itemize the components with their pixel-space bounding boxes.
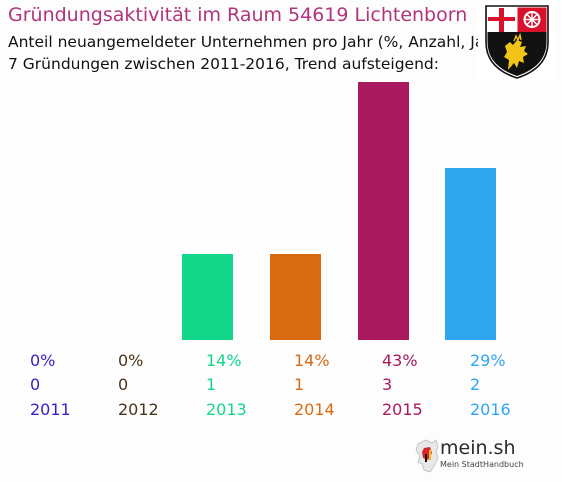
count-label-2013: 1 — [206, 375, 216, 394]
percent-label-2015: 43% — [382, 351, 418, 370]
percent-label-2016: 29% — [470, 351, 506, 370]
percent-label-2013: 14% — [206, 351, 242, 370]
chart-subtitle-summary: 7 Gründungen zwischen 2011-2016, Trend a… — [8, 55, 439, 73]
percent-label-2014: 14% — [294, 351, 330, 370]
page-title: Gründungsaktivität im Raum 54619 Lichten… — [8, 4, 468, 26]
year-label-2013: 2013 — [206, 400, 247, 419]
count-label-2011: 0 — [30, 375, 40, 394]
count-label-2014: 1 — [294, 375, 304, 394]
mein-sh-logo-icon — [415, 439, 439, 473]
percent-label-2012: 0% — [118, 351, 143, 370]
bar-2015 — [358, 82, 409, 340]
year-label-2011: 2011 — [30, 400, 71, 419]
bar-2014 — [270, 254, 321, 340]
bar-2013 — [182, 254, 233, 340]
year-label-2014: 2014 — [294, 400, 335, 419]
count-label-2016: 2 — [470, 375, 480, 394]
chart-subtitle-description: Anteil neuangemeldeter Unternehmen pro J… — [8, 33, 507, 51]
bar-2016 — [445, 168, 496, 340]
year-label-2015: 2015 — [382, 400, 423, 419]
count-label-2012: 0 — [118, 375, 128, 394]
year-label-2016: 2016 — [470, 400, 511, 419]
logo-name: mein.sh — [440, 437, 516, 459]
percent-label-2011: 0% — [30, 351, 55, 370]
rheinland-pfalz-coat-of-arms-icon — [478, 2, 556, 82]
logo-tagline: Mein StadtHandbuch — [440, 460, 524, 469]
count-label-2015: 3 — [382, 375, 392, 394]
year-label-2012: 2012 — [118, 400, 159, 419]
